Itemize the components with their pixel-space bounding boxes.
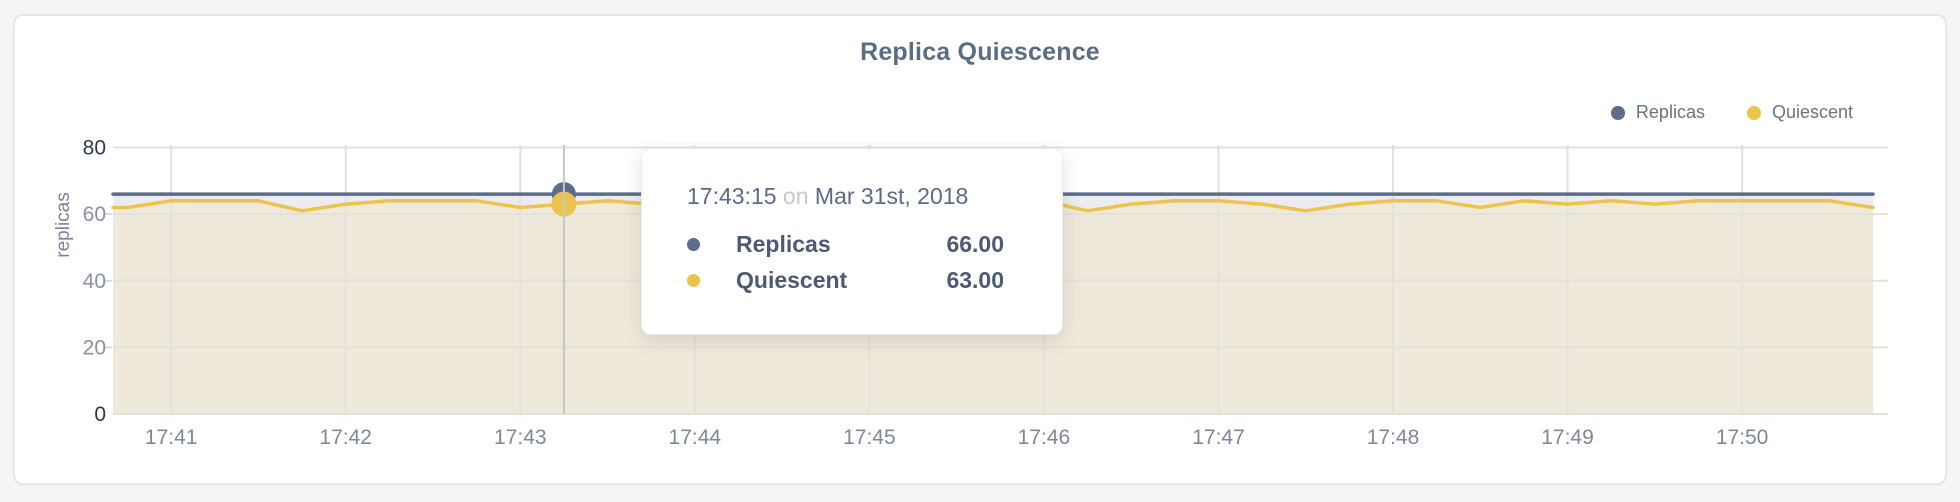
y-tick-label: 80 bbox=[83, 137, 106, 160]
replicas-series-dot-icon bbox=[687, 237, 700, 251]
x-tick-label: 17:44 bbox=[669, 426, 722, 449]
x-tick-label: 17:50 bbox=[1716, 426, 1769, 449]
y-axis-label: replicas bbox=[53, 192, 74, 258]
y-tick-label: 60 bbox=[83, 203, 106, 226]
legend-label: Quiescent bbox=[1771, 102, 1853, 122]
tooltip-row-replicas: Replicas 66.00 bbox=[687, 226, 1004, 262]
tooltip-series-value: 66.00 bbox=[946, 230, 1004, 257]
x-tick-label: 17:42 bbox=[319, 426, 372, 449]
quiescent-series-dot-icon bbox=[687, 273, 700, 287]
tooltip-date: Mar 31st, 2018 bbox=[814, 183, 969, 209]
x-tick-label: 17:47 bbox=[1192, 426, 1245, 449]
legend-item-replicas[interactable]: Replicas bbox=[1610, 102, 1705, 123]
tooltip-title: 17:43:15 on Mar 31st, 2018 bbox=[687, 183, 1004, 210]
tooltip-time: 17:43:15 bbox=[687, 183, 777, 209]
tooltip-series-label: Replicas bbox=[736, 230, 831, 257]
tooltip-connector: on bbox=[782, 183, 809, 209]
x-tick-label: 17:45 bbox=[843, 426, 896, 449]
legend-label: Replicas bbox=[1635, 102, 1705, 122]
replicas-series-dot-icon bbox=[1610, 105, 1625, 120]
y-tick-label: 0 bbox=[94, 403, 106, 426]
legend-item-quiescent[interactable]: Quiescent bbox=[1746, 102, 1853, 123]
tooltip-series-value: 63.00 bbox=[946, 266, 1004, 293]
y-tick-label: 20 bbox=[83, 336, 106, 359]
legend: Replicas Quiescent bbox=[1610, 102, 1853, 123]
x-tick-label: 17:48 bbox=[1367, 426, 1420, 449]
x-tick-label: 17:41 bbox=[145, 426, 198, 449]
tooltip-row-quiescent: Quiescent 63.00 bbox=[687, 262, 1004, 298]
tooltip-series-label: Quiescent bbox=[736, 266, 848, 293]
y-tick-label: 40 bbox=[83, 270, 106, 293]
x-tick-label: 17:43 bbox=[494, 426, 547, 449]
x-tick-label: 17:46 bbox=[1018, 426, 1071, 449]
quiescent-series-dot-icon bbox=[1746, 105, 1761, 120]
chart-tooltip: 17:43:15 on Mar 31st, 2018 Replicas 66.0… bbox=[641, 148, 1063, 335]
x-tick-label: 17:49 bbox=[1541, 426, 1594, 449]
chart-title: Replica Quiescence bbox=[860, 38, 1100, 66]
